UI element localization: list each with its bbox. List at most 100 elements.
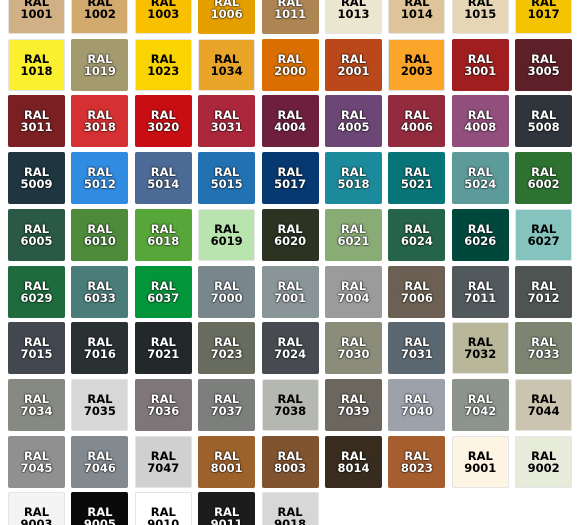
color-swatch[interactable]: RAL 1015 xyxy=(451,0,509,34)
color-swatch[interactable]: RAL 5021 xyxy=(388,152,446,205)
color-swatch[interactable]: RAL 1013 xyxy=(325,0,382,34)
swatch-prefix: RAL xyxy=(531,391,557,406)
color-swatch[interactable]: RAL 6033 xyxy=(71,265,129,318)
color-swatch[interactable]: RAL 1002 xyxy=(71,0,129,34)
color-swatch[interactable]: RAL 7039 xyxy=(325,378,382,431)
swatch-prefix: RAL xyxy=(214,505,240,520)
color-swatch[interactable]: RAL 7040 xyxy=(388,378,446,431)
color-swatch[interactable]: RAL 7011 xyxy=(451,265,509,318)
color-swatch[interactable]: RAL 2000 xyxy=(261,38,319,91)
color-swatch[interactable]: RAL 6021 xyxy=(325,208,382,261)
color-swatch[interactable]: RAL 7021 xyxy=(134,322,192,375)
color-swatch[interactable]: RAL 9010 xyxy=(134,492,192,525)
color-swatch[interactable]: RAL 7037 xyxy=(198,378,256,431)
color-swatch[interactable]: RAL 6029 xyxy=(8,265,65,318)
color-swatch[interactable]: RAL 4004 xyxy=(261,95,319,148)
color-swatch[interactable]: RAL 7033 xyxy=(515,322,573,375)
color-swatch[interactable]: RAL 7015 xyxy=(8,322,65,375)
color-swatch[interactable]: RAL 7046 xyxy=(71,435,129,488)
color-swatch[interactable]: RAL 7036 xyxy=(134,378,192,431)
color-swatch[interactable]: RAL 1011 xyxy=(261,0,319,34)
color-swatch[interactable]: RAL 1023 xyxy=(134,38,192,91)
color-swatch[interactable]: RAL 5024 xyxy=(451,152,509,205)
color-swatch[interactable]: RAL 5018 xyxy=(325,152,382,205)
swatch-code: 1001 xyxy=(20,7,53,21)
color-swatch[interactable]: RAL 1003 xyxy=(134,0,192,34)
swatch-prefix: RAL xyxy=(340,335,367,350)
color-swatch[interactable]: RAL 6010 xyxy=(71,208,129,261)
color-swatch[interactable]: RAL 3011 xyxy=(8,95,65,148)
color-swatch[interactable]: RAL 8001 xyxy=(198,435,256,488)
color-swatch[interactable]: RAL 7038 xyxy=(261,378,319,431)
color-swatch[interactable]: RAL 9002 xyxy=(515,435,573,488)
color-swatch[interactable]: RAL 7024 xyxy=(261,322,319,375)
color-swatch[interactable]: RAL 8003 xyxy=(261,435,319,488)
color-swatch[interactable]: RAL 7047 xyxy=(134,435,192,488)
color-swatch[interactable]: RAL 1034 xyxy=(198,38,256,91)
color-swatch[interactable]: RAL 6019 xyxy=(198,208,256,261)
color-swatch[interactable]: RAL 3020 xyxy=(134,95,192,148)
color-swatch[interactable]: RAL 5017 xyxy=(261,152,319,205)
color-swatch[interactable]: RAL 7044 xyxy=(515,378,573,431)
color-swatch[interactable]: RAL 6002 xyxy=(515,152,573,205)
swatch-code: 8023 xyxy=(400,460,433,475)
color-swatch[interactable]: RAL 7004 xyxy=(325,265,382,318)
color-swatch[interactable]: RAL 7001 xyxy=(261,265,319,318)
color-swatch[interactable]: RAL 3031 xyxy=(198,95,256,148)
color-swatch[interactable]: RAL 5012 xyxy=(71,152,129,205)
swatch-prefix: RAL xyxy=(214,165,240,180)
swatch-code: 7016 xyxy=(83,347,116,362)
color-swatch[interactable]: RAL 9011 xyxy=(198,492,256,525)
color-swatch[interactable]: RAL 4008 xyxy=(451,95,509,148)
swatch-prefix: RAL xyxy=(23,278,50,293)
color-swatch[interactable]: RAL 6018 xyxy=(134,208,192,261)
color-swatch[interactable]: RAL 6037 xyxy=(134,265,192,318)
color-swatch[interactable]: RAL 9018 xyxy=(261,492,319,525)
color-swatch[interactable]: RAL 8014 xyxy=(325,435,382,488)
color-swatch[interactable]: RAL 9001 xyxy=(451,435,509,488)
color-swatch[interactable]: RAL 2003 xyxy=(388,38,446,91)
color-swatch[interactable]: RAL 7035 xyxy=(71,378,129,431)
color-swatch[interactable]: RAL 6005 xyxy=(8,208,65,261)
color-swatch[interactable]: RAL 1001 xyxy=(8,0,65,34)
color-swatch[interactable]: RAL 3001 xyxy=(451,38,509,91)
swatch-prefix: RAL xyxy=(23,505,50,520)
color-swatch[interactable]: RAL 1014 xyxy=(388,0,446,34)
color-swatch[interactable]: RAL 7016 xyxy=(71,322,129,375)
color-swatch[interactable]: RAL 7023 xyxy=(198,322,256,375)
color-swatch[interactable]: RAL 7000 xyxy=(198,265,256,318)
color-swatch[interactable]: RAL 1017 xyxy=(515,0,573,34)
swatch-code: 7037 xyxy=(210,403,243,418)
color-swatch[interactable]: RAL 4006 xyxy=(388,95,446,148)
color-swatch[interactable]: RAL 4005 xyxy=(325,95,382,148)
color-swatch[interactable]: RAL 2001 xyxy=(325,38,382,91)
color-swatch[interactable]: RAL 5009 xyxy=(8,152,65,205)
color-swatch[interactable]: RAL 1006 xyxy=(198,0,256,34)
swatch-code: 7033 xyxy=(527,347,560,362)
color-swatch[interactable]: RAL 6020 xyxy=(261,208,319,261)
swatch-code: 9005 xyxy=(83,517,116,525)
color-swatch[interactable]: RAL 7032 xyxy=(451,322,509,375)
color-swatch[interactable]: RAL 7006 xyxy=(388,265,446,318)
color-swatch[interactable]: RAL 7045 xyxy=(8,435,65,488)
color-swatch[interactable]: RAL 3005 xyxy=(515,38,573,91)
color-swatch[interactable]: RAL 5015 xyxy=(198,152,256,205)
color-swatch[interactable]: RAL 9005 xyxy=(71,492,129,525)
color-swatch[interactable]: RAL 9003 xyxy=(8,492,65,525)
color-swatch[interactable]: RAL 5008 xyxy=(515,95,573,148)
color-swatch[interactable]: RAL 3018 xyxy=(71,95,129,148)
color-swatch[interactable]: RAL 6026 xyxy=(451,208,509,261)
color-swatch[interactable]: RAL 7030 xyxy=(325,322,382,375)
color-swatch[interactable]: RAL 7031 xyxy=(388,322,446,375)
color-swatch[interactable]: RAL 1019 xyxy=(71,38,129,91)
color-swatch[interactable]: RAL 5014 xyxy=(134,152,192,205)
color-swatch[interactable]: RAL 7034 xyxy=(8,378,65,431)
color-swatch[interactable]: RAL 8023 xyxy=(388,435,446,488)
swatch-prefix: RAL xyxy=(87,278,113,293)
color-swatch[interactable]: RAL 7012 xyxy=(515,265,573,318)
color-swatch[interactable]: RAL 7042 xyxy=(451,378,509,431)
color-swatch[interactable]: RAL 6024 xyxy=(388,208,446,261)
color-swatch[interactable]: RAL 1018 xyxy=(8,38,65,91)
swatch-code: 7012 xyxy=(527,290,560,305)
color-swatch[interactable]: RAL 6027 xyxy=(515,208,573,261)
